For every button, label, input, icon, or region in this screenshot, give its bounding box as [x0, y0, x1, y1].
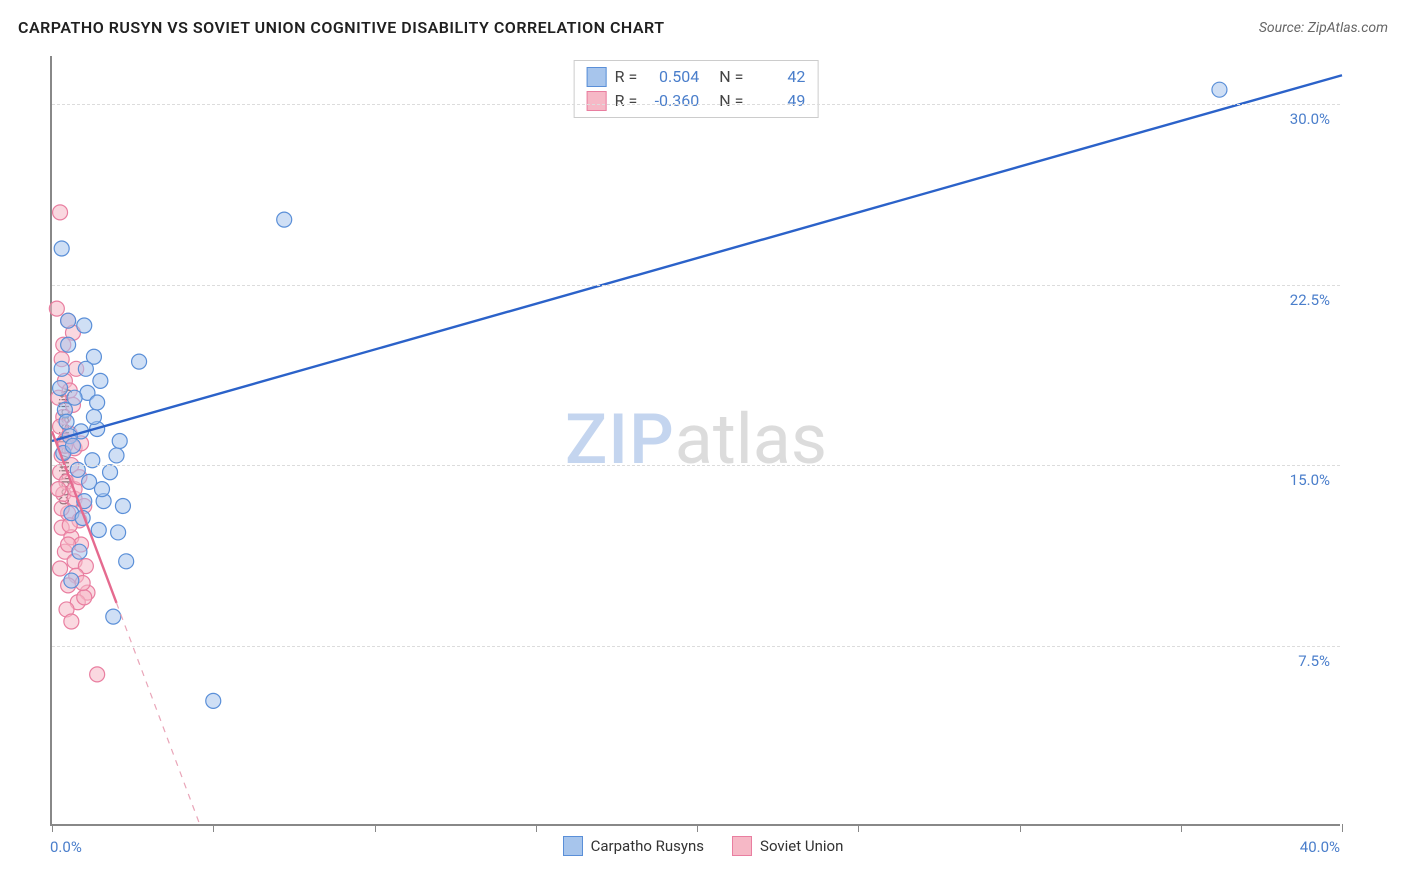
legend-label-0: Carpatho Rusyns	[591, 837, 704, 855]
scatter-point	[49, 301, 64, 316]
x-tick	[697, 824, 698, 832]
scatter-point	[132, 354, 147, 369]
y-tick-label: 22.5%	[1290, 291, 1330, 309]
trendline-series-0	[52, 75, 1342, 441]
scatter-point	[103, 465, 118, 480]
x-tick	[375, 824, 376, 832]
scatter-point	[90, 395, 105, 410]
scatter-point	[65, 438, 80, 453]
chart-title: CARPATHO RUSYN VS SOVIET UNION COGNITIVE…	[18, 18, 665, 37]
scatter-point	[206, 693, 221, 708]
scatter-point	[115, 498, 130, 513]
scatter-point	[53, 561, 68, 576]
scatter-point	[112, 434, 127, 449]
scatter-point	[54, 241, 69, 256]
scatter-point	[64, 614, 79, 629]
scatter-point	[53, 205, 68, 220]
scatter-point	[54, 361, 69, 376]
y-tick-label: 7.5%	[1298, 652, 1330, 670]
scatter-point	[72, 544, 87, 559]
scatter-point	[51, 482, 66, 497]
gridline	[52, 465, 1340, 466]
legend-swatch-1	[732, 836, 752, 856]
x-tick	[1181, 824, 1182, 832]
x-tick	[536, 824, 537, 832]
x-tick	[213, 824, 214, 832]
gridline	[52, 104, 1340, 105]
scatter-point	[109, 448, 124, 463]
legend-item-0: Carpatho Rusyns	[563, 836, 704, 856]
scatter-point	[93, 373, 108, 388]
stats-row-series-0: R = 0.504 N = 42	[587, 65, 806, 89]
swatch-series-1	[587, 91, 607, 111]
scatter-point	[61, 337, 76, 352]
scatter-point	[1212, 82, 1227, 97]
scatter-svg	[52, 56, 1340, 824]
r-value-1: -0.360	[645, 89, 699, 113]
scatter-point	[90, 667, 105, 682]
scatter-point	[61, 313, 76, 328]
scatter-point	[64, 573, 79, 588]
x-tick	[52, 824, 53, 832]
gridline	[52, 285, 1340, 286]
r-label-0: R =	[615, 65, 638, 89]
r-value-0: 0.504	[645, 65, 699, 89]
scatter-point	[86, 409, 101, 424]
x-tick	[1020, 824, 1021, 832]
scatter-point	[277, 212, 292, 227]
scatter-point	[53, 381, 68, 396]
chart-plot-area: ZIPatlas R = 0.504 N = 42 R = -0.360 N =…	[50, 56, 1340, 826]
legend-item-1: Soviet Union	[732, 836, 843, 856]
stats-row-series-1: R = -0.360 N = 49	[587, 89, 806, 113]
n-value-0: 42	[751, 65, 805, 89]
source-attribution: Source: ZipAtlas.com	[1259, 20, 1388, 36]
source-prefix: Source:	[1259, 20, 1308, 36]
scatter-point	[78, 361, 93, 376]
scatter-point	[77, 590, 92, 605]
chart-header: CARPATHO RUSYN VS SOVIET UNION COGNITIVE…	[18, 18, 1388, 37]
n-value-1: 49	[751, 89, 805, 113]
x-tick	[1342, 824, 1343, 832]
y-tick-label: 15.0%	[1290, 471, 1330, 489]
r-label-1: R =	[615, 89, 638, 113]
stats-box: R = 0.504 N = 42 R = -0.360 N = 49	[574, 60, 819, 118]
scatter-point	[91, 523, 106, 538]
legend-label-1: Soviet Union	[760, 837, 843, 855]
scatter-point	[59, 414, 74, 429]
scatter-point	[111, 525, 126, 540]
x-tick	[858, 824, 859, 832]
scatter-point	[77, 318, 92, 333]
trendline-series-1-dashed	[117, 603, 201, 826]
source-name: ZipAtlas.com	[1308, 20, 1388, 36]
n-label-1: N =	[719, 89, 743, 113]
legend-swatch-0	[563, 836, 583, 856]
y-tick-label: 30.0%	[1290, 110, 1330, 128]
scatter-point	[119, 554, 134, 569]
scatter-point	[94, 482, 109, 497]
legend: Carpatho Rusyns Soviet Union	[0, 836, 1406, 856]
scatter-point	[106, 609, 121, 624]
swatch-series-0	[587, 67, 607, 87]
gridline	[52, 646, 1340, 647]
n-label-0: N =	[719, 65, 743, 89]
